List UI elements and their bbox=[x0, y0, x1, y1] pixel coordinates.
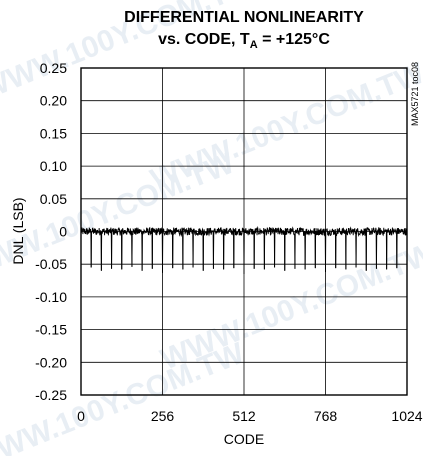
title-prefix: vs. CODE, T bbox=[158, 31, 250, 48]
y-tick-label: 0.25 bbox=[40, 60, 67, 76]
x-axis-label: CODE bbox=[224, 431, 264, 447]
title-suffix: = +125°C bbox=[258, 31, 331, 48]
x-tick-label: 0 bbox=[77, 408, 85, 424]
chart-title-line2: vs. CODE, TA = +125°C bbox=[158, 31, 330, 51]
x-tick-label: 512 bbox=[232, 408, 256, 424]
y-axis-label: DNL (LSB) bbox=[10, 197, 26, 264]
y-tick-label: 0.10 bbox=[40, 158, 67, 174]
y-tick-label: 0.05 bbox=[40, 191, 67, 207]
plot-frame bbox=[80, 67, 408, 396]
x-tick-label: 256 bbox=[151, 408, 175, 424]
y-tick-label: 0 bbox=[59, 224, 67, 240]
y-tick-label: -0.20 bbox=[35, 354, 67, 370]
y-tick-label: 0.15 bbox=[40, 125, 67, 141]
y-tick-label: -0.25 bbox=[35, 387, 67, 403]
y-tick-label: -0.15 bbox=[35, 322, 67, 338]
y-tick-labels: 0.25 0.20 0.15 0.10 0.05 0 -0.05 -0.10 -0.15 -0.2… bbox=[35, 60, 67, 403]
x-tick-label: 1024 bbox=[391, 408, 422, 424]
chart-title-line1: DIFFERENTIAL NONLINEARITY bbox=[124, 9, 364, 26]
figure-id: MAX5721 toc08 bbox=[410, 62, 420, 126]
x-tick-labels: 0 256 512 768 1024 bbox=[77, 408, 423, 424]
y-tick-label: 0.20 bbox=[40, 93, 67, 109]
y-tick-label: -0.05 bbox=[35, 256, 67, 272]
series-group bbox=[80, 225, 408, 275]
title-subscript: A bbox=[250, 39, 258, 51]
y-tick-label: -0.10 bbox=[35, 289, 67, 305]
x-tick-label: 768 bbox=[314, 408, 338, 424]
